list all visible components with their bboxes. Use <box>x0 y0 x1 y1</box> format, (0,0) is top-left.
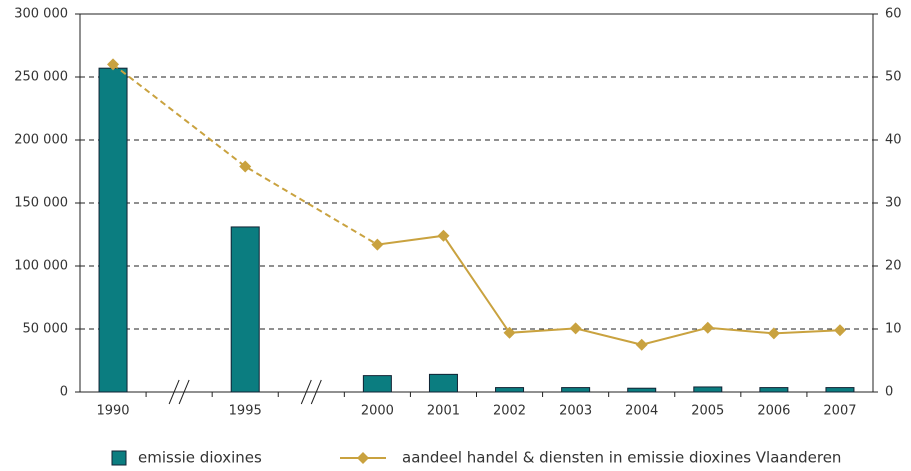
x-tick-label: 2001 <box>427 404 460 419</box>
bar <box>693 386 723 393</box>
y2-tick-label: 10 <box>885 322 902 337</box>
y2-tick-label: 0 <box>885 385 893 400</box>
line-marker <box>767 327 780 340</box>
x-tick-label: 2003 <box>559 404 592 419</box>
bar <box>428 373 458 393</box>
bar <box>362 375 392 393</box>
y-tick-label: 150 000 <box>14 196 68 211</box>
line-dashed <box>112 63 378 246</box>
legend-swatch <box>111 450 127 466</box>
y-tick-label: 0 <box>60 385 68 400</box>
y2-tick-label: 20 <box>885 259 902 274</box>
axis-break <box>300 379 312 405</box>
bar <box>561 387 591 393</box>
line-marker <box>437 229 450 242</box>
x-tick-label: 1995 <box>229 404 262 419</box>
x-tick-label: 2007 <box>823 404 856 419</box>
y-tick-label: 100 000 <box>14 259 68 274</box>
bar <box>495 387 525 393</box>
y-tick-label: 50 000 <box>23 322 69 337</box>
x-tick-label: 2002 <box>493 404 526 419</box>
line-marker <box>371 238 384 251</box>
line-marker <box>107 58 120 71</box>
line-marker <box>239 160 252 173</box>
y-tick-label: 250 000 <box>14 70 68 85</box>
x-tick-label: 2005 <box>691 404 724 419</box>
line-marker <box>833 324 846 337</box>
y2-tick-label: 30 <box>885 196 902 211</box>
y2-tick-label: 60 <box>885 7 902 22</box>
line-marker <box>701 321 714 334</box>
axis-break <box>310 379 322 405</box>
x-tick-label: 2006 <box>757 404 790 419</box>
line-marker <box>635 338 648 351</box>
line <box>377 234 841 346</box>
y2-tick-label: 40 <box>885 133 902 148</box>
line-marker <box>569 322 582 335</box>
bar <box>825 387 855 393</box>
y-tick-label: 300 000 <box>14 7 68 22</box>
bar <box>627 387 657 393</box>
y-tick-label: 200 000 <box>14 133 68 148</box>
x-tick-label: 2000 <box>361 404 394 419</box>
legend-label: emissie dioxines <box>138 449 262 467</box>
bar <box>759 387 789 393</box>
axis-break <box>168 379 180 405</box>
y2-tick-label: 50 <box>885 70 902 85</box>
bar <box>98 67 128 393</box>
x-tick-label: 2004 <box>625 404 658 419</box>
axis-break <box>178 379 190 405</box>
x-tick-label: 1990 <box>96 404 129 419</box>
legend-label: aandeel handel & diensten in emissie dio… <box>402 449 841 467</box>
line-marker <box>503 326 516 339</box>
bar <box>230 226 260 393</box>
legend-marker <box>357 452 369 464</box>
